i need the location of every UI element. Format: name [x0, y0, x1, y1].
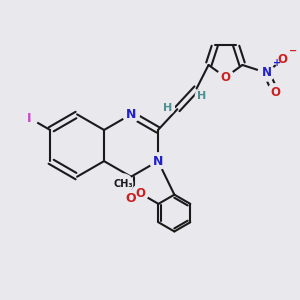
- Circle shape: [217, 69, 234, 85]
- Text: −: −: [289, 46, 297, 56]
- Circle shape: [21, 110, 38, 126]
- Circle shape: [258, 64, 275, 81]
- Text: H: H: [197, 91, 207, 101]
- Text: N: N: [153, 154, 163, 168]
- Circle shape: [274, 51, 291, 68]
- Text: N: N: [261, 66, 272, 79]
- Text: O: O: [220, 71, 230, 84]
- Text: CH₃: CH₃: [113, 178, 133, 188]
- Text: O: O: [135, 187, 145, 200]
- Circle shape: [161, 101, 174, 114]
- Circle shape: [123, 191, 140, 207]
- Text: H: H: [163, 103, 172, 113]
- Text: +: +: [273, 58, 281, 68]
- Circle shape: [267, 84, 284, 100]
- Text: N: N: [126, 108, 136, 121]
- Circle shape: [123, 106, 140, 123]
- Circle shape: [114, 174, 133, 193]
- Text: I: I: [27, 112, 32, 124]
- Circle shape: [150, 153, 166, 169]
- Text: O: O: [126, 193, 136, 206]
- Circle shape: [195, 89, 208, 102]
- Circle shape: [132, 185, 148, 202]
- Text: O: O: [278, 53, 288, 66]
- Text: O: O: [270, 85, 280, 99]
